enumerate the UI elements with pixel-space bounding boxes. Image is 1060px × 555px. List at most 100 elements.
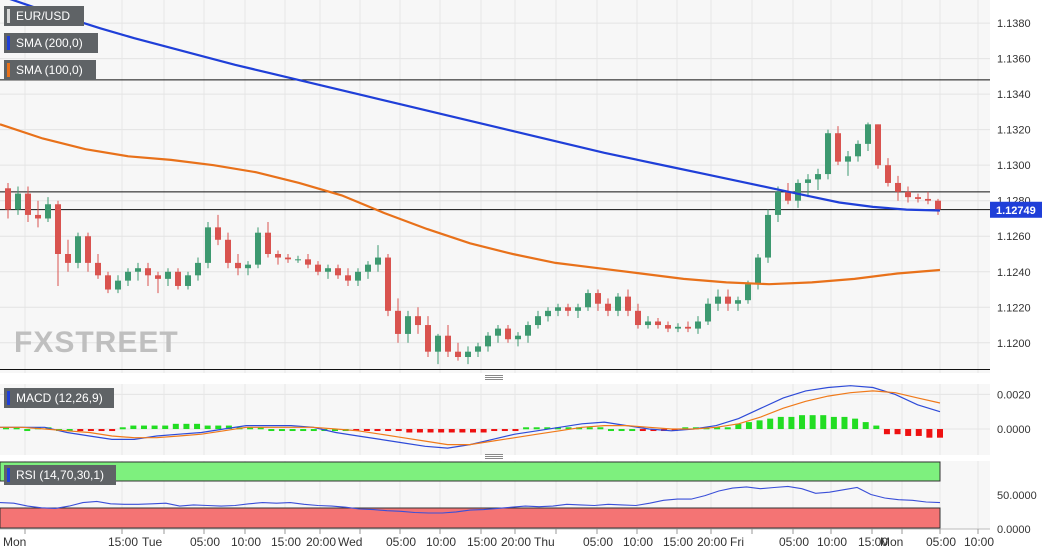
candle-body — [415, 316, 421, 326]
x-tick-label: Fri — [730, 535, 744, 549]
candle-body — [765, 214, 771, 258]
x-tick-label: 10:00 — [817, 535, 847, 549]
macd-histogram-bar — [788, 416, 795, 430]
candle-body — [605, 303, 611, 311]
candle-body — [885, 165, 891, 183]
candle-body — [445, 335, 451, 352]
macd-histogram-bar — [140, 425, 147, 430]
symbol-label: EUR/USD — [16, 9, 71, 23]
price-chart-pane[interactable] — [0, 0, 990, 373]
macd-histogram-bar — [639, 429, 646, 432]
macd-resize-handle[interactable] — [485, 375, 503, 380]
candle-body — [285, 257, 291, 260]
macd-histogram-bar — [385, 429, 392, 432]
macd-histogram-bar — [809, 415, 816, 430]
rsi-tag[interactable]: RSI (14,70,30,1) — [4, 465, 116, 485]
candle-body — [65, 253, 71, 263]
price-tick-label: 1.1300 — [997, 160, 1031, 172]
candle-body — [815, 174, 821, 180]
sma100-line — [0, 123, 941, 286]
candle-body — [695, 321, 701, 329]
macd-histogram-bar — [247, 427, 254, 430]
candle-body — [555, 307, 561, 311]
candle-body — [785, 191, 791, 201]
macd-histogram-bar — [852, 418, 859, 430]
rsi-label: RSI (14,70,30,1) — [16, 468, 105, 482]
macd-histogram-bar — [830, 416, 837, 430]
candle-body — [85, 236, 91, 263]
candle-body — [325, 268, 331, 272]
macd-histogram-bar — [353, 429, 360, 432]
sma100-tag[interactable]: SMA (100,0) — [4, 60, 96, 80]
candle-body — [655, 321, 661, 326]
rsi-overbought-zone — [0, 461, 941, 482]
candle-body — [185, 275, 191, 286]
candle-body — [845, 156, 851, 162]
macd-histogram-bar — [915, 429, 922, 436]
candle-body — [645, 321, 651, 326]
macd-histogram-bar — [109, 429, 116, 432]
macd-histogram-bar — [162, 425, 169, 430]
macd-histogram-bar — [77, 429, 84, 432]
macd-label: MACD (12,26,9) — [16, 391, 103, 405]
macd-histogram-bar — [310, 429, 317, 432]
candle-body — [25, 193, 31, 215]
symbol-tag[interactable]: EUR/USD — [4, 6, 84, 26]
sma200-tag[interactable]: SMA (200,0) — [4, 33, 98, 53]
candle-body — [35, 214, 41, 219]
candle-body — [265, 232, 271, 254]
macd-histogram-bar — [87, 429, 94, 432]
candle-body — [245, 264, 251, 269]
candle-body — [275, 253, 281, 258]
macd-histogram-bar — [416, 429, 423, 433]
macd-histogram-bar — [448, 429, 455, 433]
macd-histogram-bar — [629, 429, 636, 432]
candle-body — [775, 191, 781, 215]
candle-body — [135, 268, 141, 272]
candle-body — [715, 296, 721, 304]
macd-tag[interactable]: MACD (12,26,9) — [4, 388, 114, 408]
macd-histogram-bar — [395, 429, 402, 432]
price-tick-label: 1.1340 — [997, 89, 1031, 101]
macd-histogram-bar — [883, 429, 890, 435]
macd-histogram-bar — [767, 418, 774, 430]
macd-histogram-bar — [554, 427, 561, 430]
macd-histogram-bar — [873, 425, 880, 430]
candle-body — [545, 310, 551, 317]
rsi-tick-label: 0.0000 — [997, 524, 1031, 536]
candle-body — [345, 275, 351, 281]
price-tick-label: 1.1320 — [997, 125, 1031, 137]
x-tick-label: Thu — [534, 535, 555, 549]
candle-body — [895, 182, 901, 192]
x-tick-label: 20:00 — [501, 535, 531, 549]
macd-histogram-bar — [544, 427, 551, 430]
candle-body — [675, 326, 681, 329]
x-tick-label: 20:00 — [697, 535, 727, 549]
last-price-tag — [990, 201, 1042, 218]
macd-histogram-bar — [607, 429, 614, 432]
candle-body — [375, 257, 381, 265]
candle-body — [95, 262, 101, 276]
candle-body — [255, 232, 261, 265]
candle-body — [405, 316, 411, 334]
candle-body — [235, 262, 241, 269]
macd-histogram-bar — [3, 427, 9, 430]
rsi-resize-handle[interactable] — [485, 454, 503, 459]
candle-body — [465, 351, 471, 358]
candle-body — [585, 293, 591, 308]
sma100-label: SMA (100,0) — [16, 63, 83, 77]
candle-body — [365, 264, 371, 272]
candle-body — [875, 124, 881, 166]
candle-body — [525, 325, 531, 336]
candle-body — [205, 227, 211, 263]
candle-body — [435, 335, 441, 352]
macd-histogram-bar — [257, 427, 264, 430]
x-tick-label: Mon — [3, 535, 26, 549]
price-tick-label: 1.1200 — [997, 338, 1031, 350]
macd-histogram-bar — [470, 429, 476, 433]
macd-histogram-bar — [894, 429, 901, 435]
macd-histogram-bar — [523, 427, 530, 430]
x-tick-label: 15:00 — [467, 535, 497, 549]
candle-body — [745, 284, 751, 301]
